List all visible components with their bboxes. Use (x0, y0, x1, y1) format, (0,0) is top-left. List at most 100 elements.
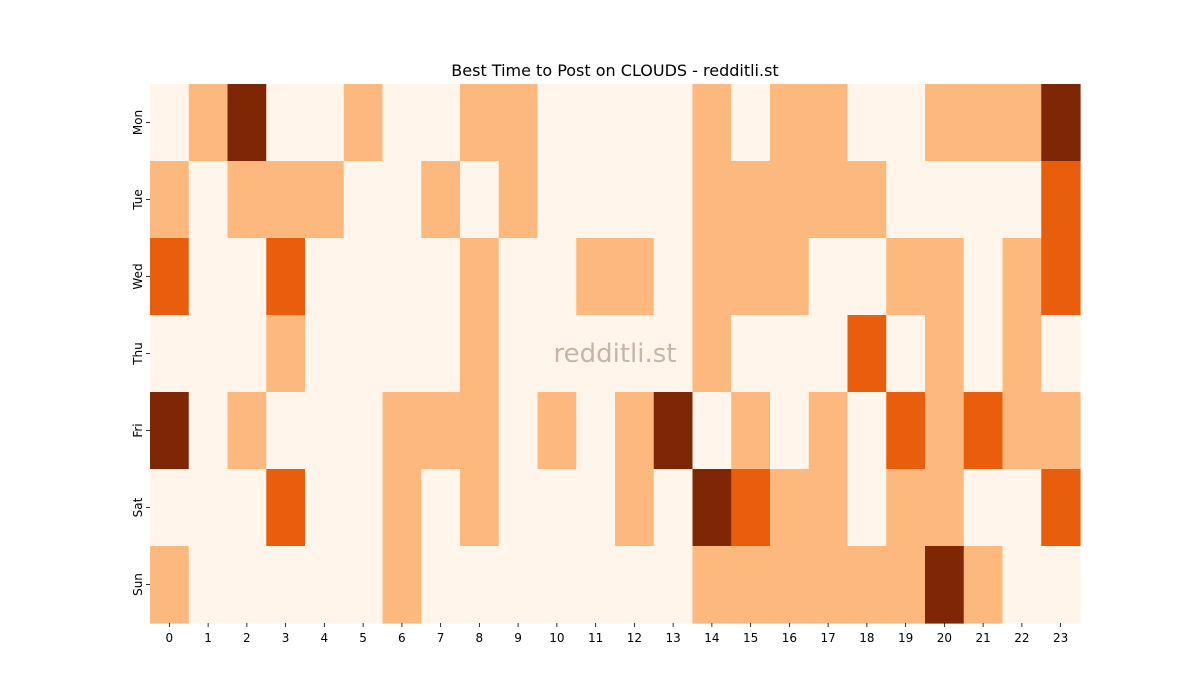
heatmap-cell-wed-4 (305, 238, 345, 316)
x-tick-label-15: 15 (743, 631, 758, 645)
heatmap-cell-sun-21 (963, 546, 1004, 624)
heatmap-cell-wed-17 (808, 238, 849, 316)
heatmap-cell-tue-12 (615, 161, 655, 239)
heatmap-cell-fri-8 (460, 392, 500, 470)
x-tick-label-4: 4 (321, 631, 329, 645)
heatmap-cell-mon-9 (498, 84, 539, 162)
heatmap-cell-wed-22 (1002, 238, 1042, 316)
x-tick-label-21: 21 (975, 631, 990, 645)
heatmap-cell-wed-11 (576, 238, 616, 316)
heatmap-cell-wed-15 (731, 238, 771, 316)
heatmap-cell-sat-21 (963, 469, 1004, 547)
heatmap-cell-mon-11 (576, 84, 616, 162)
heatmap-cell-thu-23 (1041, 315, 1081, 393)
heatmap-cell-sun-10 (537, 546, 577, 624)
heatmap-cell-sun-19 (886, 546, 926, 624)
heatmap-cell-sun-12 (615, 546, 655, 624)
heatmap-cell-sat-10 (537, 469, 577, 547)
heatmap-cell-wed-23 (1041, 238, 1081, 316)
heatmap-cell-mon-20 (925, 84, 965, 162)
heatmap-cell-fri-10 (537, 392, 577, 470)
heatmap-cell-thu-18 (847, 315, 887, 393)
heatmap-cell-fri-7 (421, 392, 461, 470)
heatmap-cell-mon-10 (537, 84, 577, 162)
y-tick-label-mon: Mon (131, 110, 145, 135)
heatmap-cell-fri-11 (576, 392, 616, 470)
heatmap-cell-thu-13 (653, 315, 694, 393)
y-tick-label-sat: Sat (131, 497, 145, 517)
heatmap-cell-sat-3 (266, 469, 306, 547)
y-tick-label-wed: Wed (131, 263, 145, 289)
heatmap-cell-thu-0 (150, 315, 190, 393)
heatmap-cells (150, 84, 1081, 624)
heatmap-cell-tue-17 (808, 161, 849, 239)
heatmap-cell-tue-9 (498, 161, 539, 239)
heatmap-cell-mon-23 (1041, 84, 1081, 162)
heatmap-cell-thu-16 (770, 315, 810, 393)
heatmap-cell-wed-20 (925, 238, 965, 316)
heatmap-cell-tue-18 (847, 161, 887, 239)
x-tick-label-19: 19 (898, 631, 913, 645)
heatmap-cell-sat-1 (188, 469, 229, 547)
heatmap-cell-sun-14 (692, 546, 732, 624)
heatmap-cell-wed-10 (537, 238, 577, 316)
heatmap-cell-mon-16 (770, 84, 810, 162)
heatmap-cell-fri-6 (382, 392, 422, 470)
heatmap-cell-thu-9 (498, 315, 539, 393)
heatmap-cell-fri-2 (227, 392, 267, 470)
heatmap-cell-sun-9 (498, 546, 539, 624)
x-tick-label-17: 17 (820, 631, 835, 645)
heatmap-cell-tue-23 (1041, 161, 1081, 239)
heatmap-cell-sun-20 (925, 546, 965, 624)
heatmap-cell-fri-23 (1041, 392, 1081, 470)
heatmap-cell-sun-6 (382, 546, 422, 624)
x-tick-label-0: 0 (166, 631, 174, 645)
heatmap-cell-sun-13 (653, 546, 694, 624)
heatmap-cell-fri-15 (731, 392, 771, 470)
heatmap-cell-tue-7 (421, 161, 461, 239)
heatmap-cell-fri-4 (305, 392, 345, 470)
x-tick-label-5: 5 (359, 631, 367, 645)
heatmap-cell-thu-2 (227, 315, 267, 393)
heatmap-cell-sat-15 (731, 469, 771, 547)
heatmap-cell-wed-6 (382, 238, 422, 316)
heatmap-cell-fri-1 (188, 392, 229, 470)
heatmap-cell-mon-7 (421, 84, 461, 162)
x-tick-label-12: 12 (627, 631, 642, 645)
heatmap-cell-tue-3 (266, 161, 306, 239)
heatmap-cell-tue-14 (692, 161, 732, 239)
x-tick-label-23: 23 (1053, 631, 1068, 645)
heatmap-cell-sat-0 (150, 469, 190, 547)
heatmap-cell-thu-20 (925, 315, 965, 393)
heatmap-cell-fri-12 (615, 392, 655, 470)
heatmap-cell-sat-8 (460, 469, 500, 547)
x-tick-label-9: 9 (514, 631, 522, 645)
heatmap-cell-sun-11 (576, 546, 616, 624)
heatmap-cell-fri-5 (343, 392, 384, 470)
x-tick-label-2: 2 (243, 631, 251, 645)
heatmap-cell-fri-13 (653, 392, 694, 470)
heatmap-cell-sat-20 (925, 469, 965, 547)
x-tick-label-1: 1 (204, 631, 212, 645)
y-axis: Mon Tue Wed Thu Fri Sat Sun (131, 110, 150, 596)
heatmap-cell-wed-19 (886, 238, 926, 316)
heatmap-cell-fri-20 (925, 392, 965, 470)
x-tick-label-10: 10 (549, 631, 564, 645)
heatmap-cell-sat-19 (886, 469, 926, 547)
x-tick-label-14: 14 (704, 631, 719, 645)
x-tick-label-8: 8 (476, 631, 484, 645)
heatmap-cell-thu-6 (382, 315, 422, 393)
heatmap-cell-thu-5 (343, 315, 384, 393)
heatmap-cell-tue-22 (1002, 161, 1042, 239)
heatmap-cell-sat-18 (847, 469, 887, 547)
heatmap-cell-sun-7 (421, 546, 461, 624)
heatmap-cell-wed-14 (692, 238, 732, 316)
heatmap-cell-wed-3 (266, 238, 306, 316)
heatmap-cell-thu-22 (1002, 315, 1042, 393)
heatmap-cell-mon-0 (150, 84, 190, 162)
heatmap-cell-wed-2 (227, 238, 267, 316)
heatmap-cell-sat-14 (692, 469, 732, 547)
heatmap-cell-thu-7 (421, 315, 461, 393)
x-tick-label-13: 13 (665, 631, 680, 645)
